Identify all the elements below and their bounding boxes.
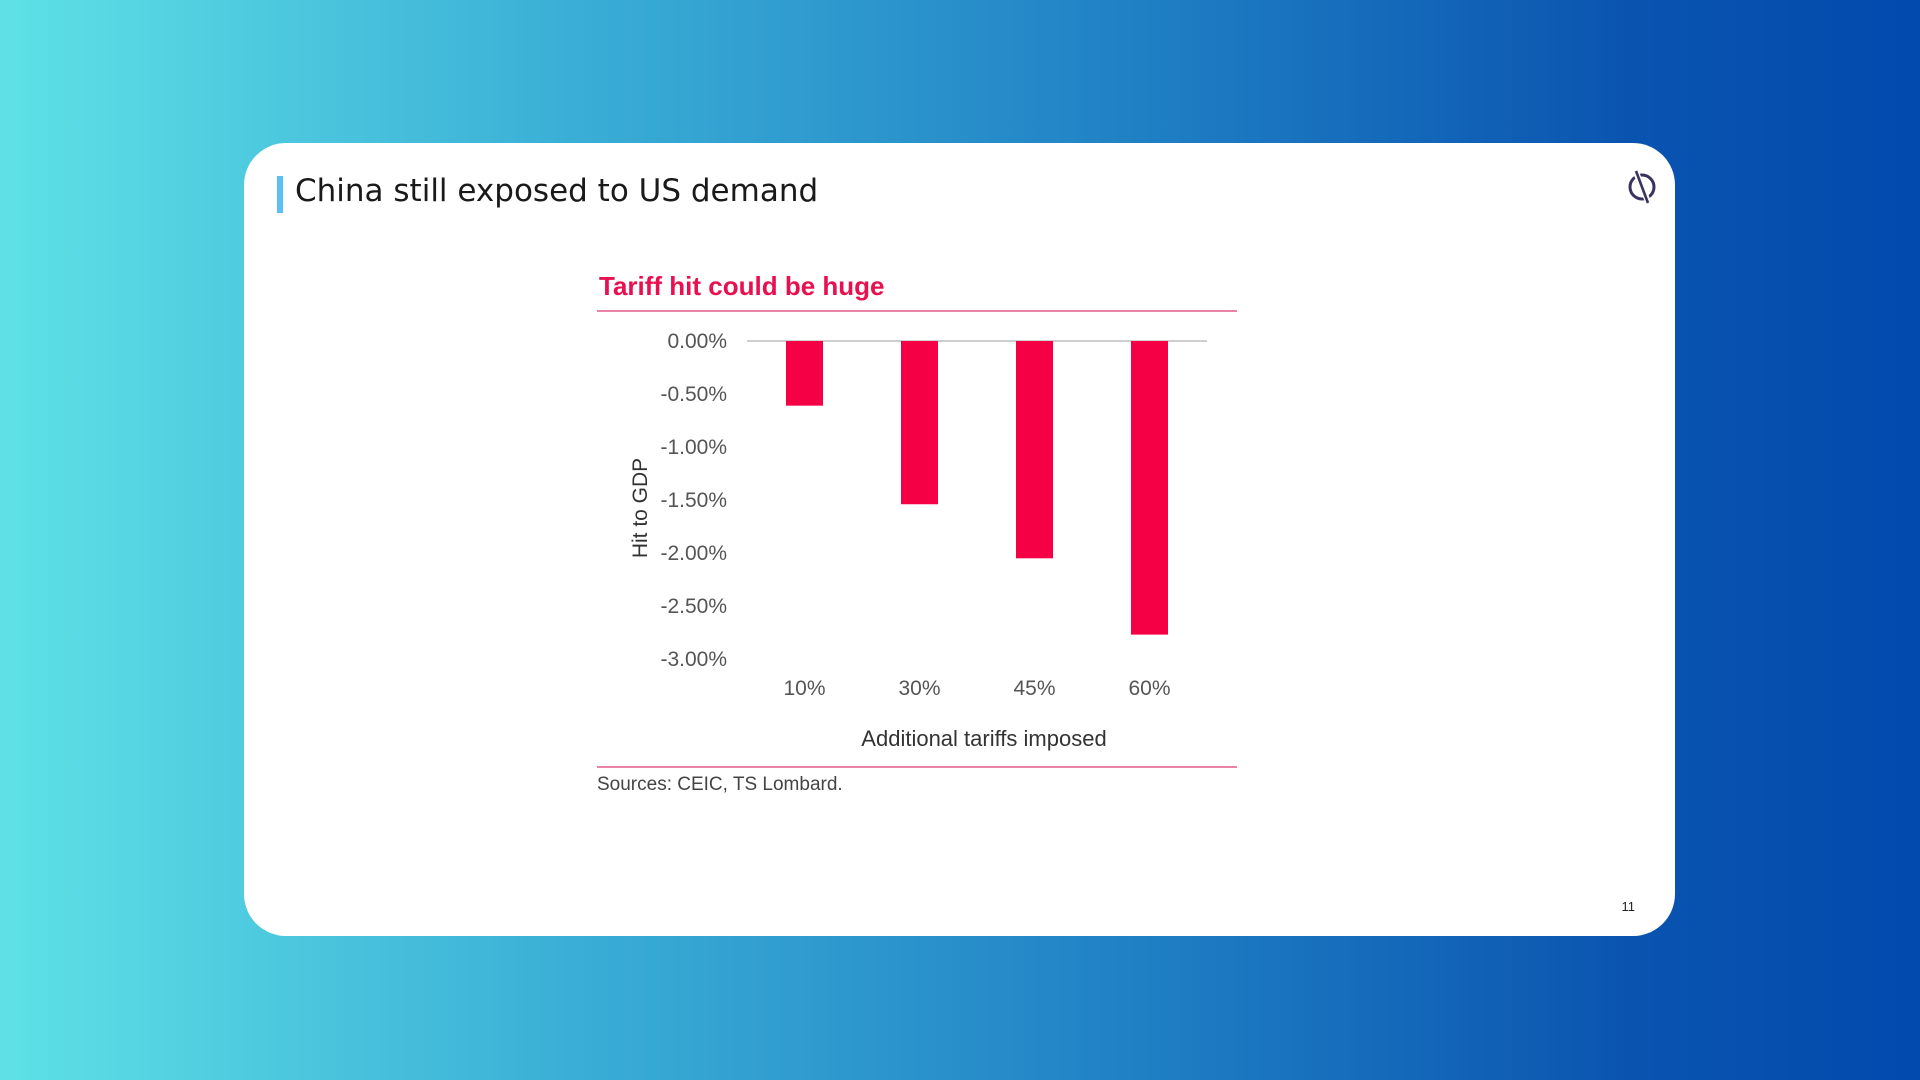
- x-tick-label: 45%: [1013, 677, 1055, 700]
- page-number: 11: [1621, 899, 1636, 914]
- x-tick-label: 60%: [1128, 677, 1170, 700]
- bar-4: [1131, 341, 1168, 635]
- chart-sources: Sources: CEIC, TS Lombard.: [597, 774, 843, 795]
- y-tick-label: -0.50%: [660, 383, 727, 406]
- bar-chart: Tariff hit could be huge 0.00% -0.50% -1.0…: [597, 261, 1247, 776]
- y-tick-label: -3.00%: [660, 648, 727, 671]
- slide-title: China still exposed to US demand: [295, 173, 819, 209]
- x-tick-label: 30%: [898, 677, 940, 700]
- y-tick-label: -2.50%: [660, 595, 727, 618]
- bar-3: [1016, 341, 1053, 559]
- y-axis: 0.00% -0.50% -1.00% -1.50% -2.00% -2.50% -3.00…: [660, 330, 727, 671]
- title-accent-bar: [277, 176, 283, 213]
- circle-slash-logo-icon: [1628, 168, 1656, 206]
- x-axis-label: Additional tariffs imposed: [861, 726, 1106, 751]
- bar-2: [901, 341, 938, 505]
- chart-svg: Tariff hit could be huge 0.00% -0.50% -1.0…: [597, 271, 1237, 768]
- x-tick-label: 10%: [783, 677, 825, 700]
- y-tick-label: -1.50%: [660, 489, 727, 512]
- y-tick-label: -1.00%: [660, 436, 727, 459]
- bar-1: [786, 341, 823, 406]
- y-axis-label: Hit to GDP: [629, 458, 652, 558]
- bars: [786, 341, 1168, 635]
- x-axis: 10% 30% 45% 60%: [783, 677, 1170, 700]
- y-tick-label: 0.00%: [667, 330, 727, 353]
- slide-card: China still exposed to US demand Tariff …: [244, 143, 1675, 936]
- chart-title: Tariff hit could be huge: [599, 271, 885, 301]
- y-tick-label: -2.00%: [660, 542, 727, 565]
